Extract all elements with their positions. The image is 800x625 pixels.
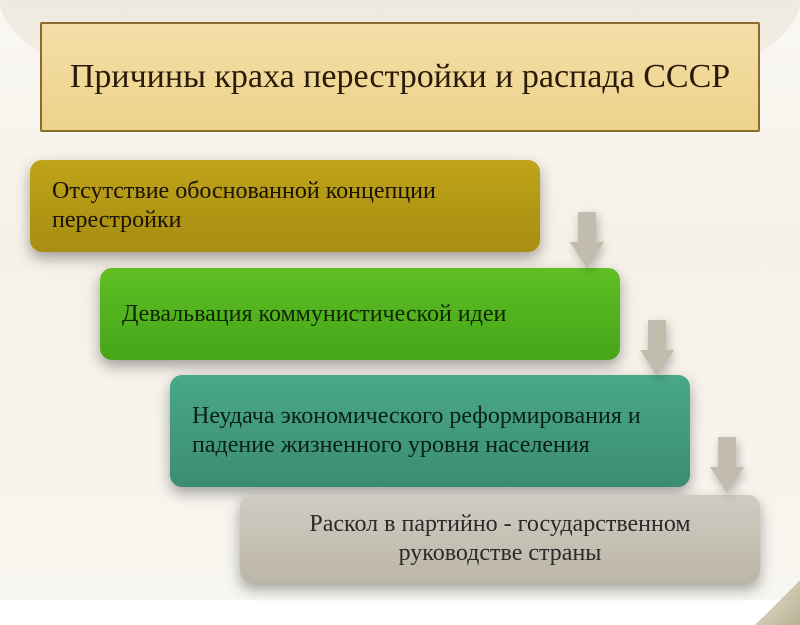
down-arrow-icon: [710, 435, 744, 495]
page-corner-fold: [755, 555, 800, 625]
flow-card-text: Неудача экономического реформирования и …: [192, 402, 668, 460]
down-arrow-icon: [640, 318, 674, 378]
content-area: Отсутствие обоснованной концепции перест…: [30, 150, 770, 580]
flow-card-text: Раскол в партийно - государственном руко…: [262, 510, 738, 568]
down-arrow-icon: [570, 210, 604, 270]
flow-card-2: Девальвация коммунистической идеи: [100, 268, 620, 360]
title-box: Причины краха перестройки и распада СССР: [40, 22, 760, 132]
flow-card-text: Отсутствие обоснованной концепции перест…: [52, 177, 518, 235]
flow-card-4: Раскол в партийно - государственном руко…: [240, 495, 760, 583]
flow-card-3: Неудача экономического реформирования и …: [170, 375, 690, 487]
flow-card-1: Отсутствие обоснованной концепции перест…: [30, 160, 540, 252]
flow-card-text: Девальвация коммунистической идеи: [122, 300, 506, 329]
title-text: Причины краха перестройки и распада СССР: [70, 57, 730, 98]
